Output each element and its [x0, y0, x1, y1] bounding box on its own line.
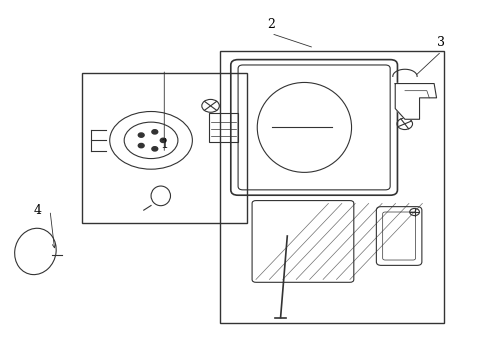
Bar — [220, 51, 443, 323]
Bar — [81, 73, 246, 223]
Circle shape — [160, 138, 166, 143]
Bar — [208, 113, 238, 142]
Circle shape — [152, 130, 158, 134]
Text: 2: 2 — [267, 18, 275, 31]
Circle shape — [138, 143, 144, 148]
Circle shape — [138, 133, 144, 137]
Polygon shape — [394, 84, 436, 119]
Circle shape — [152, 147, 158, 151]
Text: 3: 3 — [437, 36, 445, 49]
Text: 1: 1 — [160, 138, 168, 151]
Text: 4: 4 — [34, 204, 42, 217]
